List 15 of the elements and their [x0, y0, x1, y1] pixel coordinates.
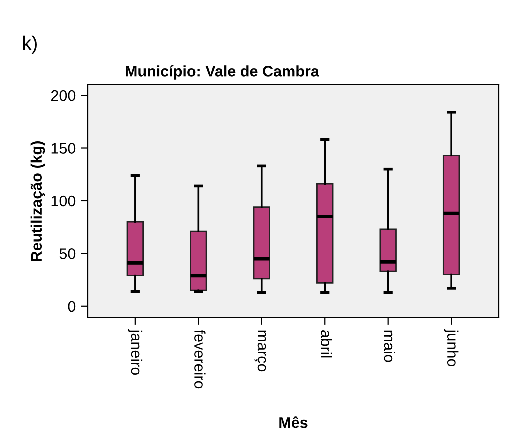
y-tick-label: 50 [60, 248, 76, 260]
x-tick-label: abril [321, 330, 332, 358]
y-tick-label: 150 [52, 143, 76, 154]
x-axis-title: Mês [280, 416, 308, 428]
y-tick-label: 200 [51, 90, 76, 102]
chart-title: Município: Vale de Cambra [126, 65, 320, 80]
x-tick-label: março [254, 330, 266, 372]
x-tick-label: fevereiro [194, 330, 206, 389]
x-tick-label: janeiro [128, 329, 143, 376]
y-tick-label: 0 [68, 301, 76, 312]
text: k) [23, 36, 37, 54]
y-tick-label: 100 [52, 196, 76, 207]
x-tick-label: maio [384, 330, 396, 362]
y-axis-title: Reutilização (kg) [30, 142, 46, 262]
x-tick-label: junho [444, 329, 459, 367]
